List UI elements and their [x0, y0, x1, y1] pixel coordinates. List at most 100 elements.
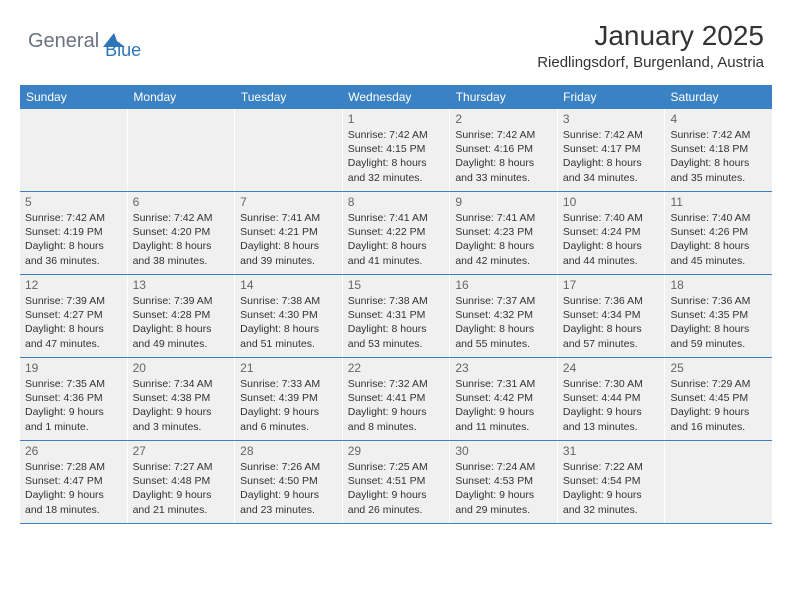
day-info: Sunrise: 7:42 AMSunset: 4:16 PMDaylight:… — [455, 128, 552, 185]
day-info: Sunrise: 7:42 AMSunset: 4:18 PMDaylight:… — [670, 128, 767, 185]
day-cell: 2 Sunrise: 7:42 AMSunset: 4:16 PMDaylight… — [450, 109, 558, 191]
weekday-header: Wednesday — [342, 85, 449, 109]
day-info: Sunrise: 7:34 AMSunset: 4:38 PMDaylight:… — [133, 377, 230, 434]
day-number: 9 — [455, 195, 552, 209]
day-info: Sunrise: 7:37 AMSunset: 4:32 PMDaylight:… — [455, 294, 552, 351]
day-number: 12 — [25, 278, 122, 292]
day-number: 15 — [348, 278, 445, 292]
day-number: 7 — [240, 195, 337, 209]
empty-day-cell — [235, 109, 343, 191]
day-number: 22 — [348, 361, 445, 375]
day-cell: 11Sunrise: 7:40 AMSunset: 4:26 PMDayligh… — [665, 192, 772, 274]
weekday-header: Sunday — [20, 85, 127, 109]
day-number: 10 — [563, 195, 660, 209]
logo-text-general: General — [28, 30, 99, 53]
empty-day-cell — [20, 109, 128, 191]
day-info: Sunrise: 7:38 AMSunset: 4:30 PMDaylight:… — [240, 294, 337, 351]
day-info: Sunrise: 7:36 AMSunset: 4:34 PMDaylight:… — [563, 294, 660, 351]
day-number: 27 — [133, 444, 230, 458]
day-number: 5 — [25, 195, 122, 209]
day-cell: 13 Sunrise: 7:39 AMSunset: 4:28 PMDayligh… — [128, 275, 236, 357]
day-cell: 10Sunrise: 7:40 AMSunset: 4:24 PMDayligh… — [558, 192, 666, 274]
day-number: 20 — [133, 361, 230, 375]
day-info: Sunrise: 7:36 AMSunset: 4:35 PMDaylight:… — [670, 294, 767, 351]
day-cell: 30Sunrise: 7:24 AMSunset: 4:53 PMDayligh… — [450, 441, 558, 523]
day-info: Sunrise: 7:28 AMSunset: 4:47 PMDaylight:… — [25, 460, 122, 517]
day-cell: 14 Sunrise: 7:38 AMSunset: 4:30 PMDayligh… — [235, 275, 343, 357]
day-cell: 23Sunrise: 7:31 AMSunset: 4:42 PMDayligh… — [450, 358, 558, 440]
day-number: 21 — [240, 361, 337, 375]
day-number: 31 — [563, 444, 660, 458]
week-row: 26 Sunrise: 7:28 AMSunset: 4:47 PMDayligh… — [20, 441, 772, 524]
day-number: 4 — [670, 112, 767, 126]
day-number: 16 — [455, 278, 552, 292]
day-number: 8 — [348, 195, 445, 209]
day-number: 14 — [240, 278, 337, 292]
day-cell: 8 Sunrise: 7:41 AMSunset: 4:22 PMDaylight… — [343, 192, 451, 274]
day-cell: 31 Sunrise: 7:22 AMSunset: 4:54 PMDayligh… — [558, 441, 666, 523]
day-info: Sunrise: 7:30 AMSunset: 4:44 PMDaylight:… — [563, 377, 660, 434]
day-cell: 17 Sunrise: 7:36 AMSunset: 4:34 PMDayligh… — [558, 275, 666, 357]
day-number: 29 — [348, 444, 445, 458]
day-info: Sunrise: 7:24 AMSunset: 4:53 PMDaylight:… — [455, 460, 552, 517]
day-cell: 6 Sunrise: 7:42 AMSunset: 4:20 PMDaylight… — [128, 192, 236, 274]
weekday-header: Monday — [127, 85, 234, 109]
day-number: 17 — [563, 278, 660, 292]
logo-text-blue: Blue — [105, 40, 141, 61]
day-cell: 27 Sunrise: 7:27 AMSunset: 4:48 PMDayligh… — [128, 441, 236, 523]
day-cell: 5 Sunrise: 7:42 AMSunset: 4:19 PMDaylight… — [20, 192, 128, 274]
week-row: 1Sunrise: 7:42 AMSunset: 4:15 PMDaylight… — [20, 109, 772, 192]
day-cell: 22 Sunrise: 7:32 AMSunset: 4:41 PMDayligh… — [343, 358, 451, 440]
empty-day-cell — [128, 109, 236, 191]
day-cell: 18 Sunrise: 7:36 AMSunset: 4:35 PMDayligh… — [665, 275, 772, 357]
day-info: Sunrise: 7:39 AMSunset: 4:27 PMDaylight:… — [25, 294, 122, 351]
day-info: Sunrise: 7:25 AMSunset: 4:51 PMDaylight:… — [348, 460, 445, 517]
day-info: Sunrise: 7:33 AMSunset: 4:39 PMDaylight:… — [240, 377, 337, 434]
day-info: Sunrise: 7:32 AMSunset: 4:41 PMDaylight:… — [348, 377, 445, 434]
day-number: 19 — [25, 361, 122, 375]
weekday-header-row: SundayMondayTuesdayWednesdayThursdayFrid… — [20, 85, 772, 109]
day-cell: 1Sunrise: 7:42 AMSunset: 4:15 PMDaylight… — [343, 109, 451, 191]
day-number: 18 — [670, 278, 767, 292]
day-info: Sunrise: 7:31 AMSunset: 4:42 PMDaylight:… — [455, 377, 552, 434]
day-info: Sunrise: 7:35 AMSunset: 4:36 PMDaylight:… — [25, 377, 122, 434]
day-cell: 19 Sunrise: 7:35 AMSunset: 4:36 PMDayligh… — [20, 358, 128, 440]
day-cell: 21 Sunrise: 7:33 AMSunset: 4:39 PMDayligh… — [235, 358, 343, 440]
day-cell: 20 Sunrise: 7:34 AMSunset: 4:38 PMDayligh… — [128, 358, 236, 440]
week-row: 12 Sunrise: 7:39 AMSunset: 4:27 PMDayligh… — [20, 275, 772, 358]
day-number: 6 — [133, 195, 230, 209]
day-number: 3 — [563, 112, 660, 126]
day-cell: 3 Sunrise: 7:42 AMSunset: 4:17 PMDaylight… — [558, 109, 666, 191]
day-cell: 12 Sunrise: 7:39 AMSunset: 4:27 PMDayligh… — [20, 275, 128, 357]
week-row: 19 Sunrise: 7:35 AMSunset: 4:36 PMDayligh… — [20, 358, 772, 441]
day-cell: 9 Sunrise: 7:41 AMSunset: 4:23 PMDaylight… — [450, 192, 558, 274]
day-number: 13 — [133, 278, 230, 292]
day-cell: 7Sunrise: 7:41 AMSunset: 4:21 PMDaylight… — [235, 192, 343, 274]
day-info: Sunrise: 7:22 AMSunset: 4:54 PMDaylight:… — [563, 460, 660, 517]
day-info: Sunrise: 7:42 AMSunset: 4:19 PMDaylight:… — [25, 211, 122, 268]
day-number: 2 — [455, 112, 552, 126]
day-info: Sunrise: 7:41 AMSunset: 4:23 PMDaylight:… — [455, 211, 552, 268]
day-info: Sunrise: 7:42 AMSunset: 4:20 PMDaylight:… — [133, 211, 230, 268]
calendar: SundayMondayTuesdayWednesdayThursdayFrid… — [20, 85, 772, 524]
empty-day-cell — [665, 441, 772, 523]
day-cell: 28 Sunrise: 7:26 AMSunset: 4:50 PMDayligh… — [235, 441, 343, 523]
day-info: Sunrise: 7:29 AMSunset: 4:45 PMDaylight:… — [670, 377, 767, 434]
weekday-header: Tuesday — [235, 85, 342, 109]
day-number: 24 — [563, 361, 660, 375]
day-info: Sunrise: 7:41 AMSunset: 4:22 PMDaylight:… — [348, 211, 445, 268]
day-info: Sunrise: 7:26 AMSunset: 4:50 PMDaylight:… — [240, 460, 337, 517]
day-info: Sunrise: 7:42 AMSunset: 4:17 PMDaylight:… — [563, 128, 660, 185]
day-info: Sunrise: 7:38 AMSunset: 4:31 PMDaylight:… — [348, 294, 445, 351]
day-cell: 4 Sunrise: 7:42 AMSunset: 4:18 PMDaylight… — [665, 109, 772, 191]
week-row: 5 Sunrise: 7:42 AMSunset: 4:19 PMDaylight… — [20, 192, 772, 275]
day-info: Sunrise: 7:42 AMSunset: 4:15 PMDaylight:… — [348, 128, 445, 185]
day-info: Sunrise: 7:39 AMSunset: 4:28 PMDaylight:… — [133, 294, 230, 351]
day-number: 28 — [240, 444, 337, 458]
day-cell: 29 Sunrise: 7:25 AMSunset: 4:51 PMDayligh… — [343, 441, 451, 523]
day-info: Sunrise: 7:27 AMSunset: 4:48 PMDaylight:… — [133, 460, 230, 517]
weekday-header: Saturday — [665, 85, 772, 109]
day-number: 11 — [670, 195, 767, 209]
day-number: 26 — [25, 444, 122, 458]
logo: General Blue — [28, 22, 141, 61]
